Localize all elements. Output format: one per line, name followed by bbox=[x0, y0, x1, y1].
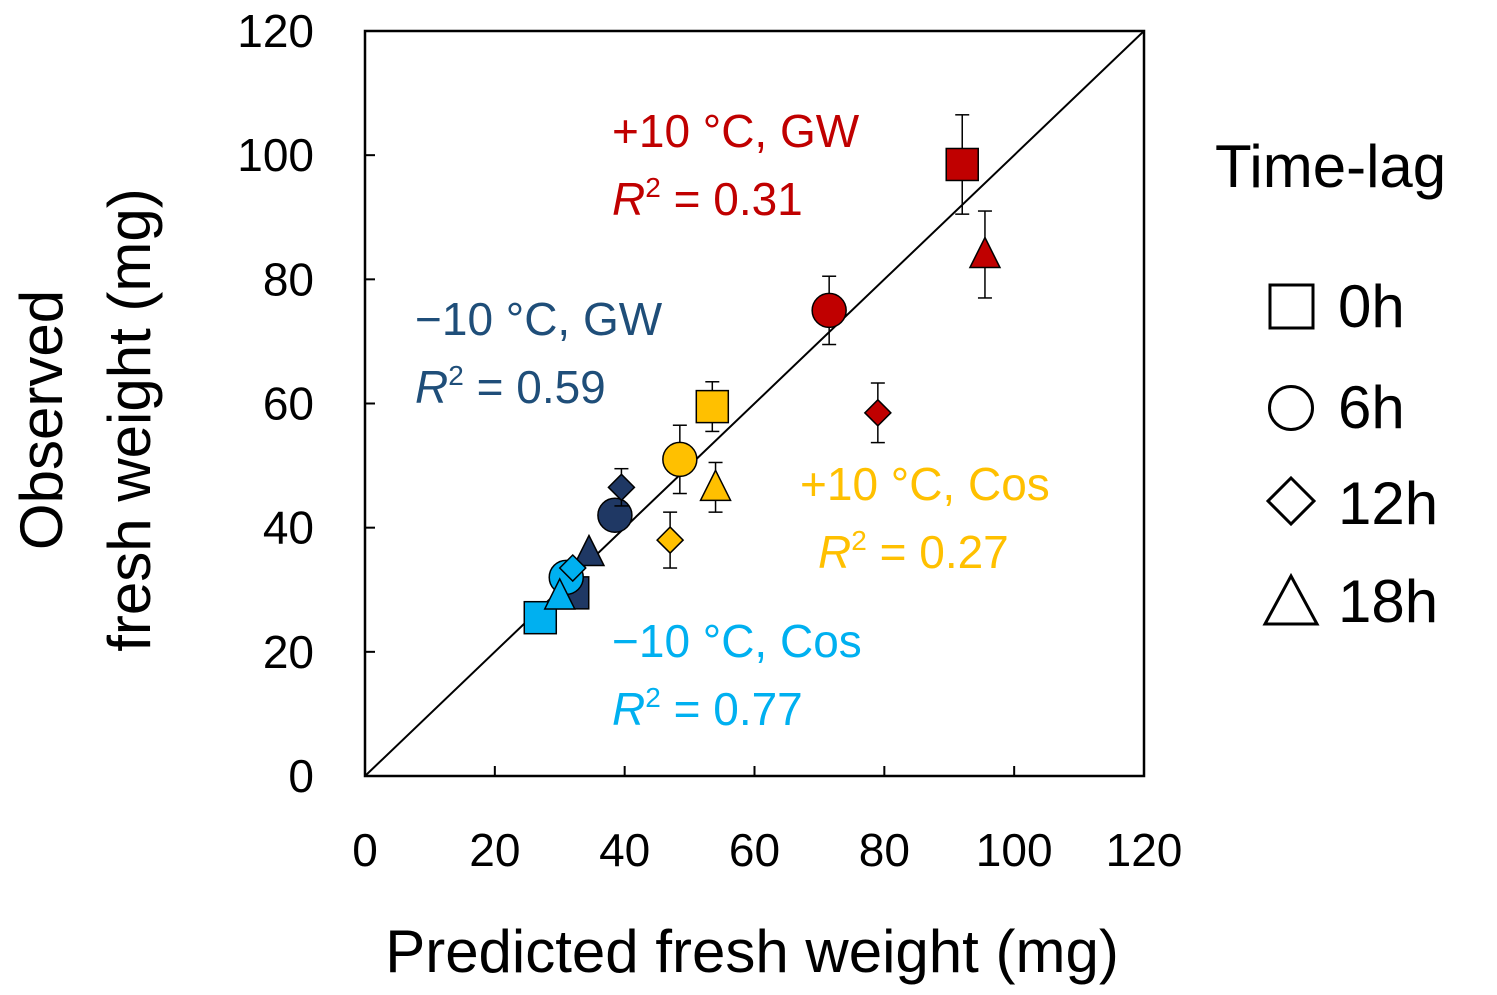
data-point-triangle-18h bbox=[572, 533, 606, 567]
y-axis-label-line1: Observed bbox=[8, 290, 75, 550]
annotation-minus10-cos-name: −10 °C, Cos bbox=[612, 615, 862, 667]
series-10-c-cos bbox=[656, 381, 732, 569]
x-tick-label: 20 bbox=[469, 824, 520, 876]
data-point-triangle-18h bbox=[968, 235, 1002, 269]
x-tick-label: 120 bbox=[1106, 824, 1183, 876]
x-tick-label: 100 bbox=[976, 824, 1053, 876]
y-tick-label: 0 bbox=[288, 750, 314, 802]
legend-entry-6h: 6h bbox=[1268, 374, 1405, 441]
r2-value-minus10-cos: = 0.77 bbox=[674, 683, 803, 735]
annotation-plus10-gw: +10 °C, GW R2 = 0.31 bbox=[612, 105, 860, 225]
y-tick-label: 120 bbox=[237, 5, 314, 57]
x-axis-label: Predicted fresh weight (mg) bbox=[385, 918, 1119, 985]
legend-entry-18h: 18h bbox=[1262, 568, 1438, 635]
data-point-square-0h bbox=[695, 389, 730, 424]
legend-title: Time-lag bbox=[1215, 133, 1446, 200]
data-point-diamond-12h bbox=[607, 473, 636, 502]
annotation-plus10-gw-name: +10 °C, GW bbox=[612, 105, 860, 157]
x-tick-label: 60 bbox=[729, 824, 780, 876]
legend-square-marker bbox=[1268, 283, 1315, 330]
data-point-circle-6h bbox=[597, 497, 633, 533]
y-tick-label: 80 bbox=[263, 253, 314, 305]
data-point-triangle-18h bbox=[543, 577, 576, 610]
r2-value-plus10-cos: = 0.27 bbox=[880, 526, 1009, 578]
annotation-minus10-gw-r2: R2 = 0.59 bbox=[415, 360, 606, 413]
legend-triangle-marker bbox=[1262, 572, 1320, 626]
data-point-triangle-18h bbox=[699, 468, 732, 502]
legend-entry-0h: 0h bbox=[1268, 273, 1405, 340]
annotation-plus10-cos-name: +10 °C, Cos bbox=[800, 458, 1050, 510]
x-tick-label: 80 bbox=[859, 824, 910, 876]
legend-diamond-marker bbox=[1265, 475, 1317, 527]
data-point-square-0h bbox=[945, 147, 979, 182]
legend: Time-lag 0h 6h 12h 18h bbox=[1215, 133, 1446, 635]
annotation-plus10-cos: +10 °C, Cos R2 = 0.27 bbox=[800, 458, 1050, 578]
r2-value-minus10-gw: = 0.59 bbox=[477, 361, 606, 413]
data-point-diamond-12h bbox=[656, 526, 685, 555]
annotation-plus10-gw-r2: R2 = 0.31 bbox=[612, 172, 803, 225]
data-point-diamond-12h bbox=[863, 398, 892, 427]
data-point-diamond-12h bbox=[558, 553, 587, 583]
y-tick-label: 20 bbox=[263, 626, 314, 678]
legend-label-0h: 0h bbox=[1338, 273, 1405, 340]
data-point-circle-6h bbox=[662, 441, 698, 478]
series-10-c-gw bbox=[811, 114, 1002, 444]
annotation-plus10-cos-r2: R2 = 0.27 bbox=[818, 525, 1009, 578]
legend-circle-marker bbox=[1268, 385, 1314, 431]
annotation-minus10-gw-name: −10 °C, GW bbox=[415, 293, 663, 345]
identity-line bbox=[364, 30, 1145, 777]
annotation-minus10-cos: −10 °C, Cos R2 = 0.77 bbox=[612, 615, 862, 735]
y-tick-label: 40 bbox=[263, 502, 314, 554]
legend-label-12h: 12h bbox=[1338, 470, 1438, 537]
series-10-c-cos bbox=[523, 553, 587, 635]
legend-label-6h: 6h bbox=[1338, 374, 1405, 441]
legend-entry-12h: 12h bbox=[1265, 470, 1438, 537]
data-point-circle-6h bbox=[811, 292, 847, 329]
x-tick-label: 40 bbox=[599, 824, 650, 876]
y-axis-label-line2: fresh weight (mg) bbox=[96, 188, 163, 651]
x-tick-label: 0 bbox=[352, 824, 378, 876]
annotation-minus10-gw: −10 °C, GW R2 = 0.59 bbox=[415, 293, 663, 413]
annotation-minus10-cos-r2: R2 = 0.77 bbox=[612, 682, 803, 735]
y-tick-label: 100 bbox=[237, 129, 314, 181]
r2-value-plus10-gw: = 0.31 bbox=[674, 173, 803, 225]
legend-label-18h: 18h bbox=[1338, 568, 1438, 635]
y-tick-label: 60 bbox=[263, 378, 314, 430]
